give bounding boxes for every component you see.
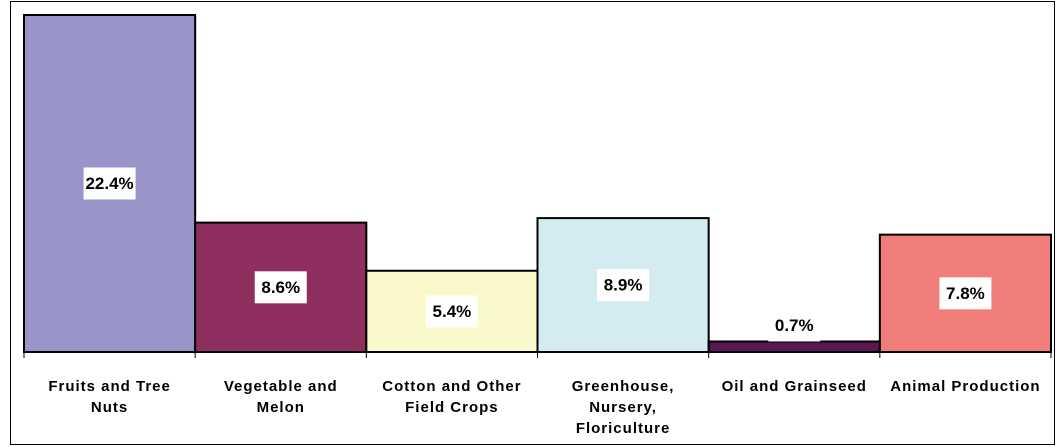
bar: [707, 340, 881, 353]
x-tick-label: Vegetable and Melon: [223, 378, 338, 416]
label-box: [425, 295, 478, 328]
label-box: [597, 269, 650, 302]
value-label: 0.7%: [775, 316, 814, 335]
x-tick-label: Fruits and Tree Nuts: [48, 378, 171, 416]
label-box: [83, 167, 136, 200]
value-label: 7.8%: [946, 284, 985, 303]
x-tick-label: Cotton and Other Field Crops: [382, 378, 522, 416]
value-label: 8.9%: [604, 276, 643, 295]
x-tick-label: Animal Production: [890, 378, 1041, 395]
x-tick-label: Oil and Grainseed: [721, 378, 867, 395]
label-box: [254, 271, 307, 304]
label-box: [768, 309, 821, 342]
value-label: 22.4%: [85, 174, 133, 193]
value-label: 5.4%: [433, 302, 472, 321]
x-tick-label: Greenhouse, Nursery, Floriculture: [571, 378, 675, 437]
value-label: 8.6%: [261, 278, 300, 297]
label-box: [939, 277, 992, 310]
